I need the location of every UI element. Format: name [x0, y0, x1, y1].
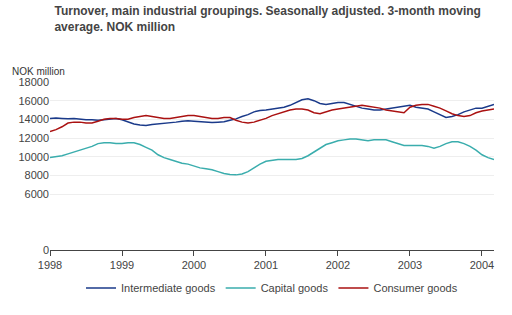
svg-text:Intermediate goods: Intermediate goods: [121, 282, 216, 294]
svg-text:Turnover, main industrial grou: Turnover, main industrial groupings. Sea…: [54, 4, 481, 34]
svg-text:NOK million: NOK million: [12, 66, 65, 77]
svg-text:1999: 1999: [110, 259, 134, 271]
svg-text:8000: 8000: [25, 169, 49, 181]
svg-text:18000: 18000: [18, 76, 49, 88]
svg-text:1998: 1998: [38, 259, 62, 271]
svg-text:2004: 2004: [470, 259, 494, 271]
svg-text:2000: 2000: [182, 259, 206, 271]
svg-text:14000: 14000: [18, 113, 49, 125]
svg-text:0: 0: [43, 244, 49, 256]
svg-text:16000: 16000: [18, 95, 49, 107]
svg-text:12000: 12000: [18, 132, 49, 144]
svg-text:6000: 6000: [25, 188, 49, 200]
svg-text:2003: 2003: [398, 259, 422, 271]
svg-text:2002: 2002: [326, 259, 350, 271]
svg-text:10000: 10000: [18, 151, 49, 163]
svg-text:Capital goods: Capital goods: [261, 282, 329, 294]
svg-text:Consumer goods: Consumer goods: [373, 282, 457, 294]
svg-text:2001: 2001: [254, 259, 278, 271]
